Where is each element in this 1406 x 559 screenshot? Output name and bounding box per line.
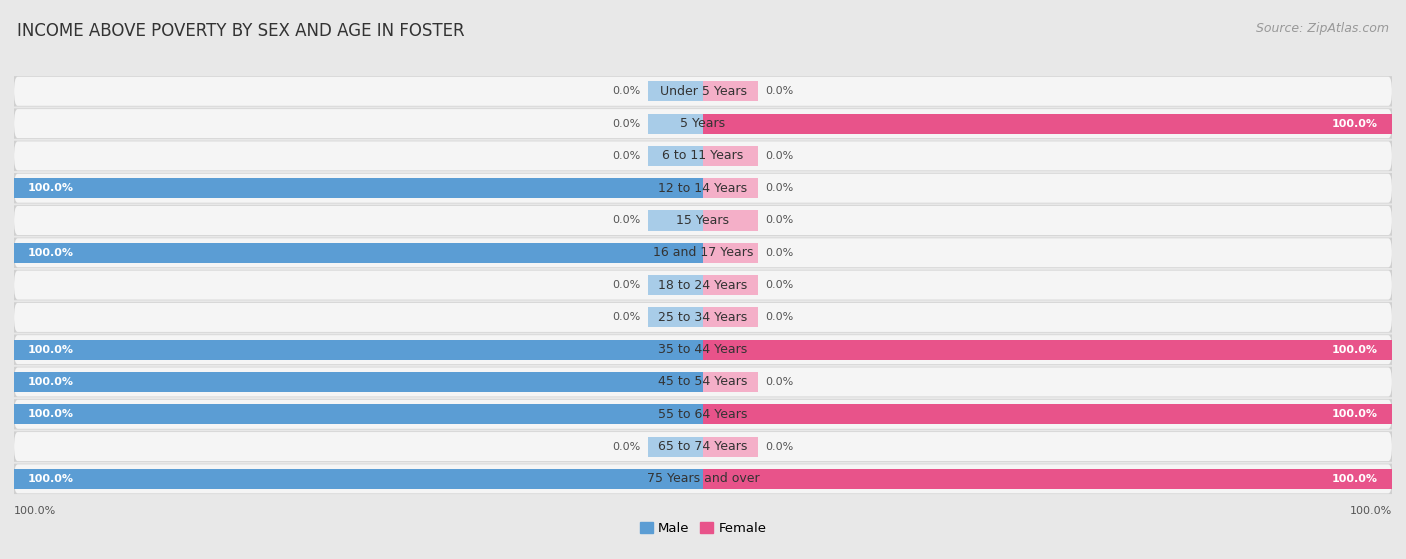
Text: 5 Years: 5 Years [681,117,725,130]
FancyBboxPatch shape [11,205,1395,236]
FancyBboxPatch shape [14,465,1392,494]
Bar [648,81,703,101]
Text: 100.0%: 100.0% [28,345,75,355]
Text: 15 Years: 15 Years [676,214,730,227]
Text: 18 to 24 Years: 18 to 24 Years [658,278,748,292]
Text: 0.0%: 0.0% [613,442,641,452]
Bar [703,146,758,166]
Bar [14,340,703,359]
Text: 0.0%: 0.0% [613,86,641,96]
FancyBboxPatch shape [11,464,1395,494]
Bar [703,307,758,328]
FancyBboxPatch shape [14,206,1392,235]
Text: 100.0%: 100.0% [1331,345,1378,355]
FancyBboxPatch shape [11,141,1395,171]
Bar [648,211,703,230]
Legend: Male, Female: Male, Female [634,517,772,540]
FancyBboxPatch shape [14,303,1392,332]
Text: 0.0%: 0.0% [613,151,641,161]
Text: 0.0%: 0.0% [765,248,793,258]
FancyBboxPatch shape [11,302,1395,333]
Text: 100.0%: 100.0% [28,377,75,387]
Bar [648,307,703,328]
FancyBboxPatch shape [14,400,1392,429]
Text: 100.0%: 100.0% [1331,409,1378,419]
Text: 100.0%: 100.0% [28,248,75,258]
FancyBboxPatch shape [11,270,1395,300]
Text: 100.0%: 100.0% [28,409,75,419]
Text: 0.0%: 0.0% [765,183,793,193]
Text: 0.0%: 0.0% [765,442,793,452]
Text: 100.0%: 100.0% [1350,506,1392,517]
Bar [703,113,1392,134]
Bar [703,243,758,263]
Bar [14,469,703,489]
Text: 35 to 44 Years: 35 to 44 Years [658,343,748,356]
FancyBboxPatch shape [11,76,1395,106]
Text: 100.0%: 100.0% [1331,119,1378,129]
FancyBboxPatch shape [11,173,1395,203]
FancyBboxPatch shape [11,399,1395,429]
Text: 6 to 11 Years: 6 to 11 Years [662,149,744,163]
Text: 75 Years and over: 75 Years and over [647,472,759,485]
Text: 0.0%: 0.0% [613,280,641,290]
Bar [703,340,1392,359]
FancyBboxPatch shape [14,271,1392,300]
Text: 12 to 14 Years: 12 to 14 Years [658,182,748,195]
Text: 25 to 34 Years: 25 to 34 Years [658,311,748,324]
Bar [703,404,1392,424]
FancyBboxPatch shape [11,238,1395,268]
FancyBboxPatch shape [14,141,1392,170]
Bar [703,211,758,230]
Text: 0.0%: 0.0% [613,215,641,225]
FancyBboxPatch shape [11,367,1395,397]
FancyBboxPatch shape [11,108,1395,139]
Text: 0.0%: 0.0% [765,215,793,225]
FancyBboxPatch shape [14,367,1392,396]
Bar [14,372,703,392]
Bar [703,372,758,392]
Text: 100.0%: 100.0% [1331,474,1378,484]
FancyBboxPatch shape [14,238,1392,267]
Bar [703,437,758,457]
Text: Under 5 Years: Under 5 Years [659,85,747,98]
Text: 65 to 74 Years: 65 to 74 Years [658,440,748,453]
Text: 0.0%: 0.0% [765,280,793,290]
Bar [14,178,703,198]
Text: 100.0%: 100.0% [14,506,56,517]
FancyBboxPatch shape [14,335,1392,364]
Bar [703,275,758,295]
Text: 0.0%: 0.0% [765,312,793,323]
FancyBboxPatch shape [11,334,1395,365]
Text: 0.0%: 0.0% [613,119,641,129]
Bar [14,243,703,263]
Text: 0.0%: 0.0% [765,377,793,387]
FancyBboxPatch shape [14,432,1392,461]
Text: INCOME ABOVE POVERTY BY SEX AND AGE IN FOSTER: INCOME ABOVE POVERTY BY SEX AND AGE IN F… [17,22,464,40]
Text: 100.0%: 100.0% [28,474,75,484]
Bar [648,275,703,295]
Bar [648,437,703,457]
Text: 55 to 64 Years: 55 to 64 Years [658,408,748,421]
Bar [14,404,703,424]
FancyBboxPatch shape [11,432,1395,462]
FancyBboxPatch shape [14,174,1392,203]
FancyBboxPatch shape [14,77,1392,106]
Text: 16 and 17 Years: 16 and 17 Years [652,247,754,259]
Text: 100.0%: 100.0% [28,183,75,193]
Bar [648,113,703,134]
Bar [703,178,758,198]
FancyBboxPatch shape [14,109,1392,138]
Text: 0.0%: 0.0% [765,86,793,96]
Text: Source: ZipAtlas.com: Source: ZipAtlas.com [1256,22,1389,35]
Bar [703,469,1392,489]
Text: 45 to 54 Years: 45 to 54 Years [658,376,748,389]
Text: 0.0%: 0.0% [765,151,793,161]
Bar [703,81,758,101]
Text: 0.0%: 0.0% [613,312,641,323]
Bar [648,146,703,166]
